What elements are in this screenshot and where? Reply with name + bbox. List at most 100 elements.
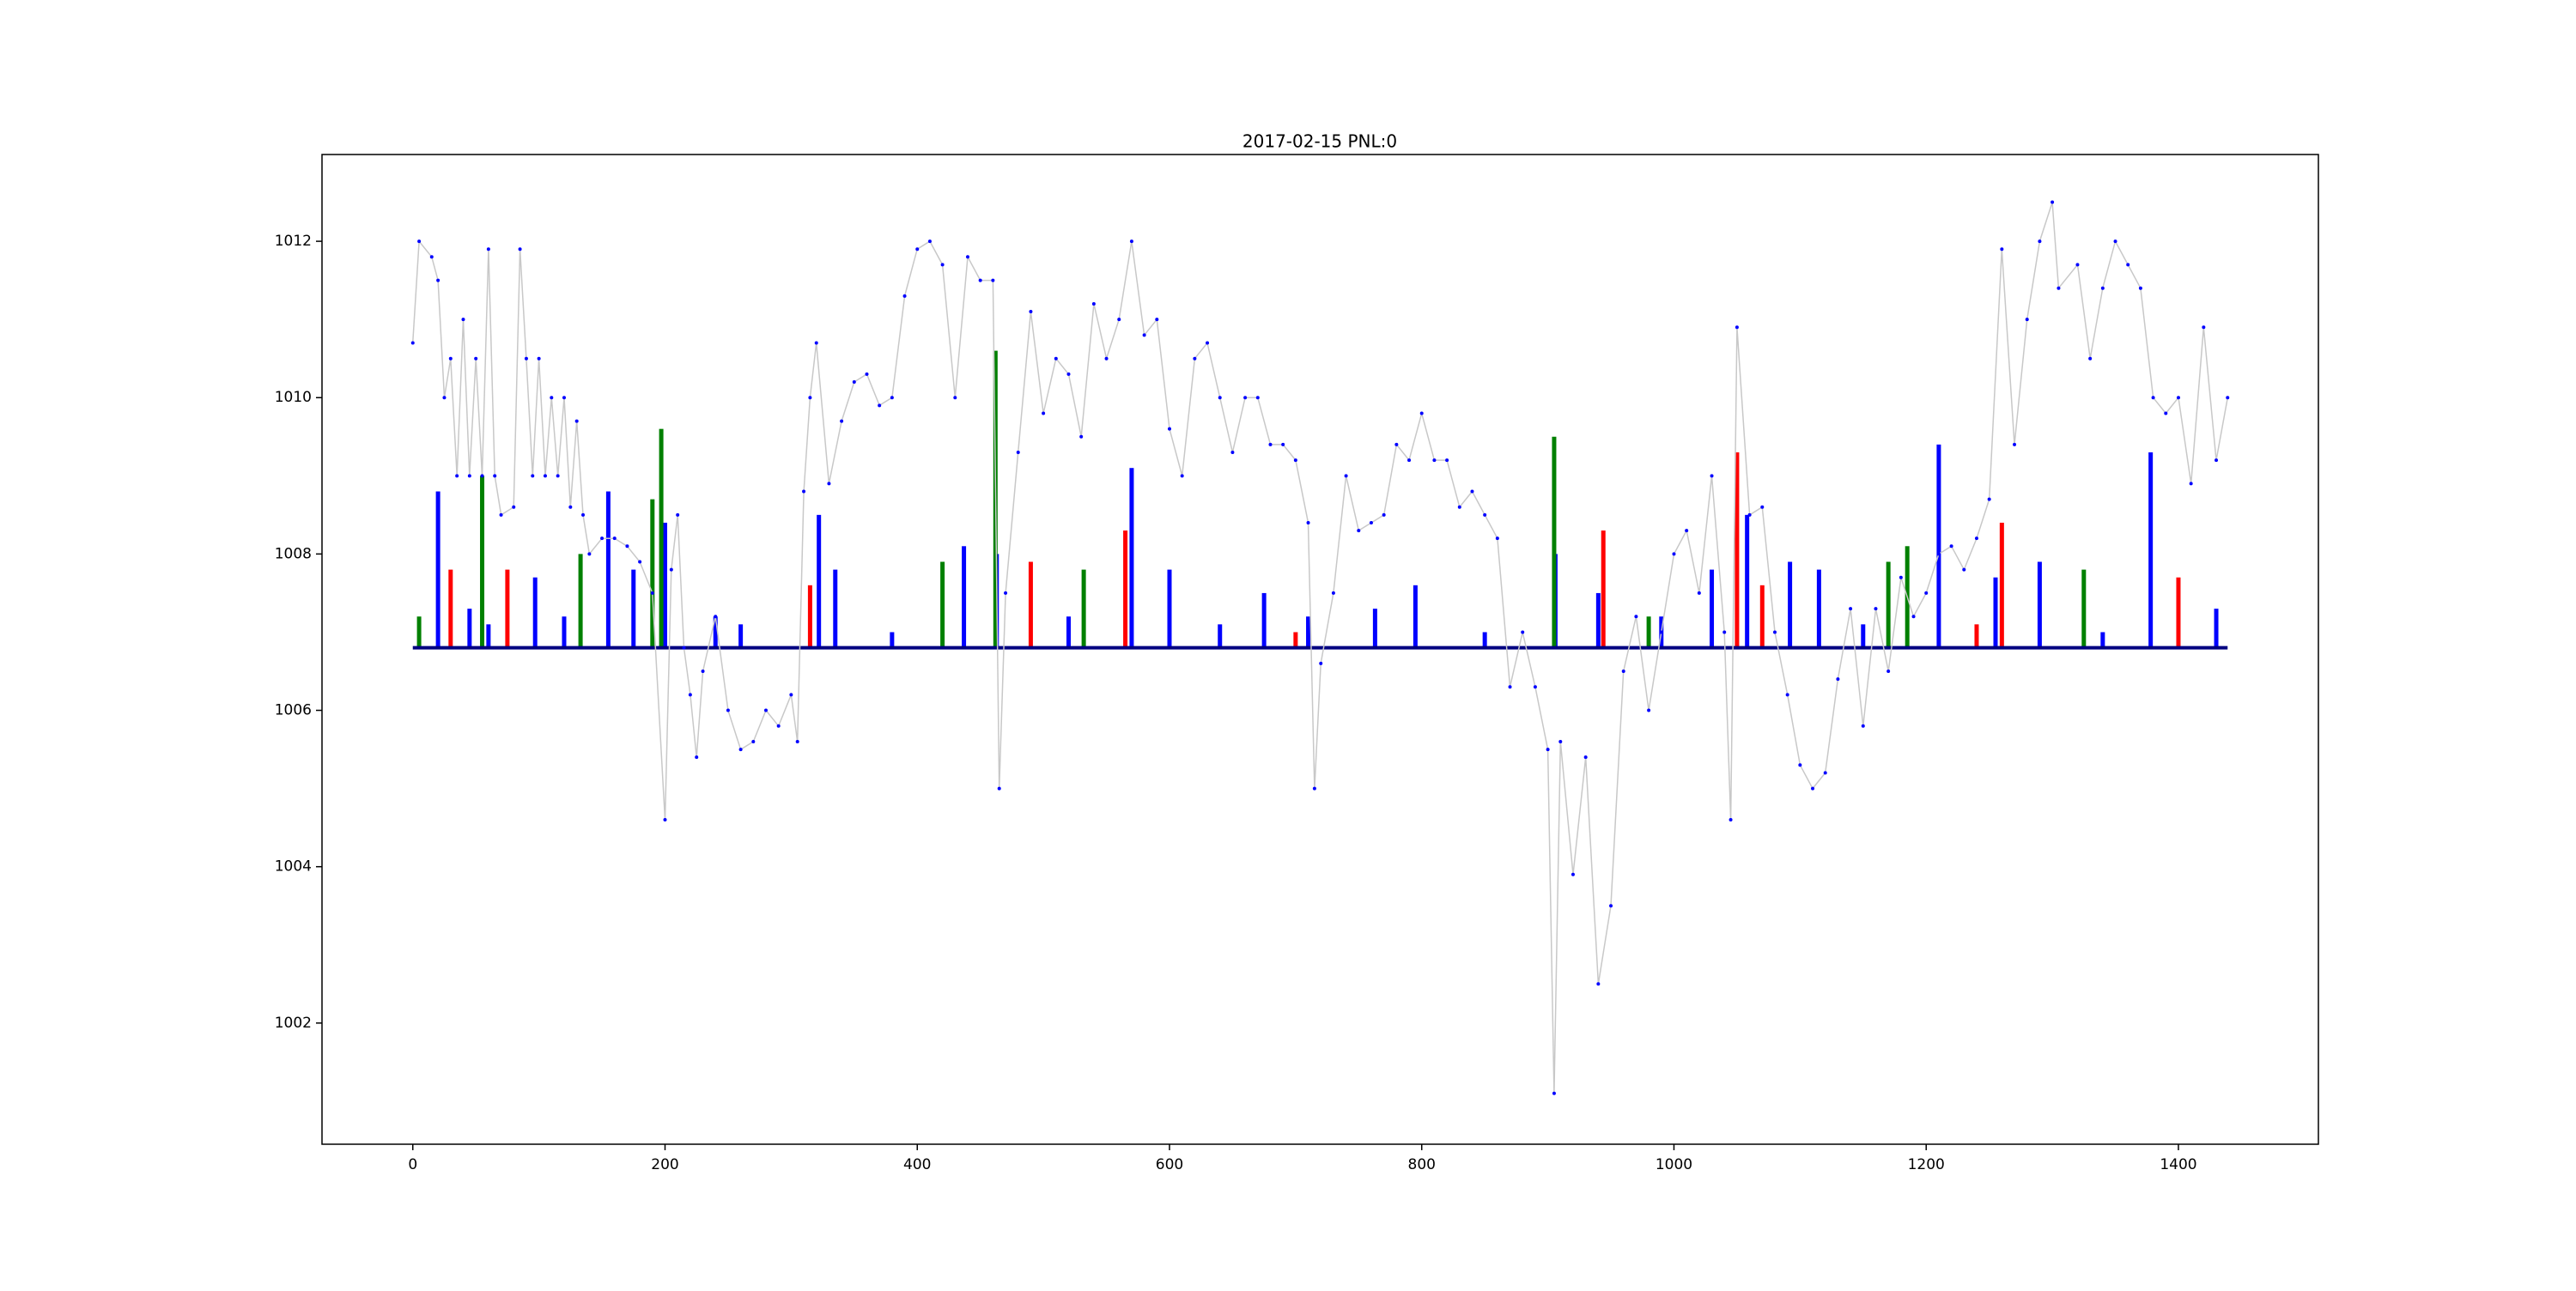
price-point	[537, 356, 541, 361]
price-point	[2202, 325, 2206, 330]
bar	[532, 577, 538, 648]
price-point	[1419, 411, 1424, 415]
price-point	[1546, 748, 1550, 752]
bar	[659, 428, 664, 648]
bar	[1552, 436, 1557, 648]
chart-title: 2017-02-15 PNL:0	[1242, 131, 1397, 152]
price-point	[1798, 763, 1802, 767]
price-point	[512, 505, 516, 509]
bar	[1218, 624, 1223, 648]
x-tick-label: 0	[408, 1156, 417, 1173]
price-point	[574, 419, 579, 423]
price-point	[1218, 396, 1222, 400]
price-point	[1255, 396, 1260, 400]
bar	[738, 624, 744, 648]
price-point	[2189, 482, 2193, 486]
bar	[2214, 609, 2219, 648]
price-point	[1987, 497, 1991, 501]
x-tick-label: 400	[903, 1156, 931, 1173]
price-point	[763, 708, 768, 712]
price-point	[1495, 536, 1499, 541]
price-point	[587, 552, 592, 556]
price-point	[1533, 685, 1537, 689]
x-tick-label: 1200	[1908, 1156, 1945, 1173]
price-point	[1312, 786, 1316, 791]
price-point	[1849, 607, 1853, 611]
bar	[1886, 561, 1891, 648]
price-point	[493, 474, 497, 478]
price-point	[997, 786, 1001, 791]
price-point	[1357, 529, 1361, 533]
price-point	[1886, 670, 1891, 674]
price-point	[1344, 474, 1348, 478]
price-point	[2088, 356, 2093, 361]
price-point	[2038, 239, 2042, 244]
price-point	[695, 755, 699, 760]
price-point	[1647, 708, 1651, 712]
price-point	[927, 239, 932, 244]
price-point	[1155, 318, 1159, 322]
plot-frame	[321, 154, 2319, 1145]
price-point	[1823, 771, 1827, 775]
y-tick-label: 1006	[275, 702, 312, 719]
bar	[1293, 632, 1298, 648]
price-point	[1066, 372, 1071, 376]
price-point	[751, 739, 756, 743]
price-point	[448, 356, 453, 361]
bar	[1710, 569, 1715, 648]
x-tick-label: 1400	[2160, 1156, 2196, 1173]
price-point	[1407, 458, 1412, 463]
bar	[1788, 561, 1793, 648]
price-point	[1609, 904, 1613, 908]
price-point	[1874, 607, 1878, 611]
price-point	[1785, 693, 1789, 697]
bar	[1129, 468, 1134, 648]
price-point	[2000, 247, 2004, 252]
price-point	[1432, 458, 1437, 463]
bar	[1601, 530, 1606, 648]
bar	[650, 499, 655, 648]
bar	[448, 569, 453, 648]
bar	[1861, 624, 1866, 648]
price-point	[1230, 450, 1235, 454]
price-point	[1029, 310, 1033, 314]
price-point	[1861, 724, 1865, 728]
price-point	[650, 591, 654, 595]
bar	[486, 624, 491, 648]
price-line	[411, 202, 2229, 1094]
price-point	[442, 396, 447, 400]
bar	[2148, 452, 2154, 648]
price-point	[1962, 567, 1966, 572]
price-point	[902, 294, 907, 298]
bar	[2100, 632, 2105, 648]
bar	[1974, 624, 1979, 648]
price-point	[1331, 591, 1335, 595]
bar	[662, 522, 667, 648]
price-point	[1728, 818, 1733, 822]
price-point	[429, 255, 434, 259]
price-point	[940, 263, 945, 267]
price-point	[1293, 458, 1297, 463]
y-tick-label: 1008	[275, 545, 312, 562]
bar	[1936, 444, 1941, 648]
price-point	[1369, 520, 1373, 524]
bar	[1482, 632, 1487, 648]
price-point	[1117, 318, 1121, 322]
price-point	[1710, 474, 1714, 478]
bar	[505, 569, 510, 648]
bar	[1123, 530, 1128, 648]
price-point	[2126, 263, 2130, 267]
bar	[1759, 585, 1765, 648]
bar	[2176, 577, 2181, 648]
price-point	[612, 536, 617, 541]
bar	[833, 569, 838, 648]
price-point	[1508, 685, 1512, 689]
price-point	[1243, 396, 1248, 400]
price-point	[1949, 544, 1953, 549]
price-point	[965, 255, 969, 259]
price-point	[978, 278, 982, 282]
price-point	[550, 396, 554, 400]
bar	[562, 616, 567, 648]
price-point	[776, 724, 781, 728]
price-point	[1760, 505, 1765, 509]
